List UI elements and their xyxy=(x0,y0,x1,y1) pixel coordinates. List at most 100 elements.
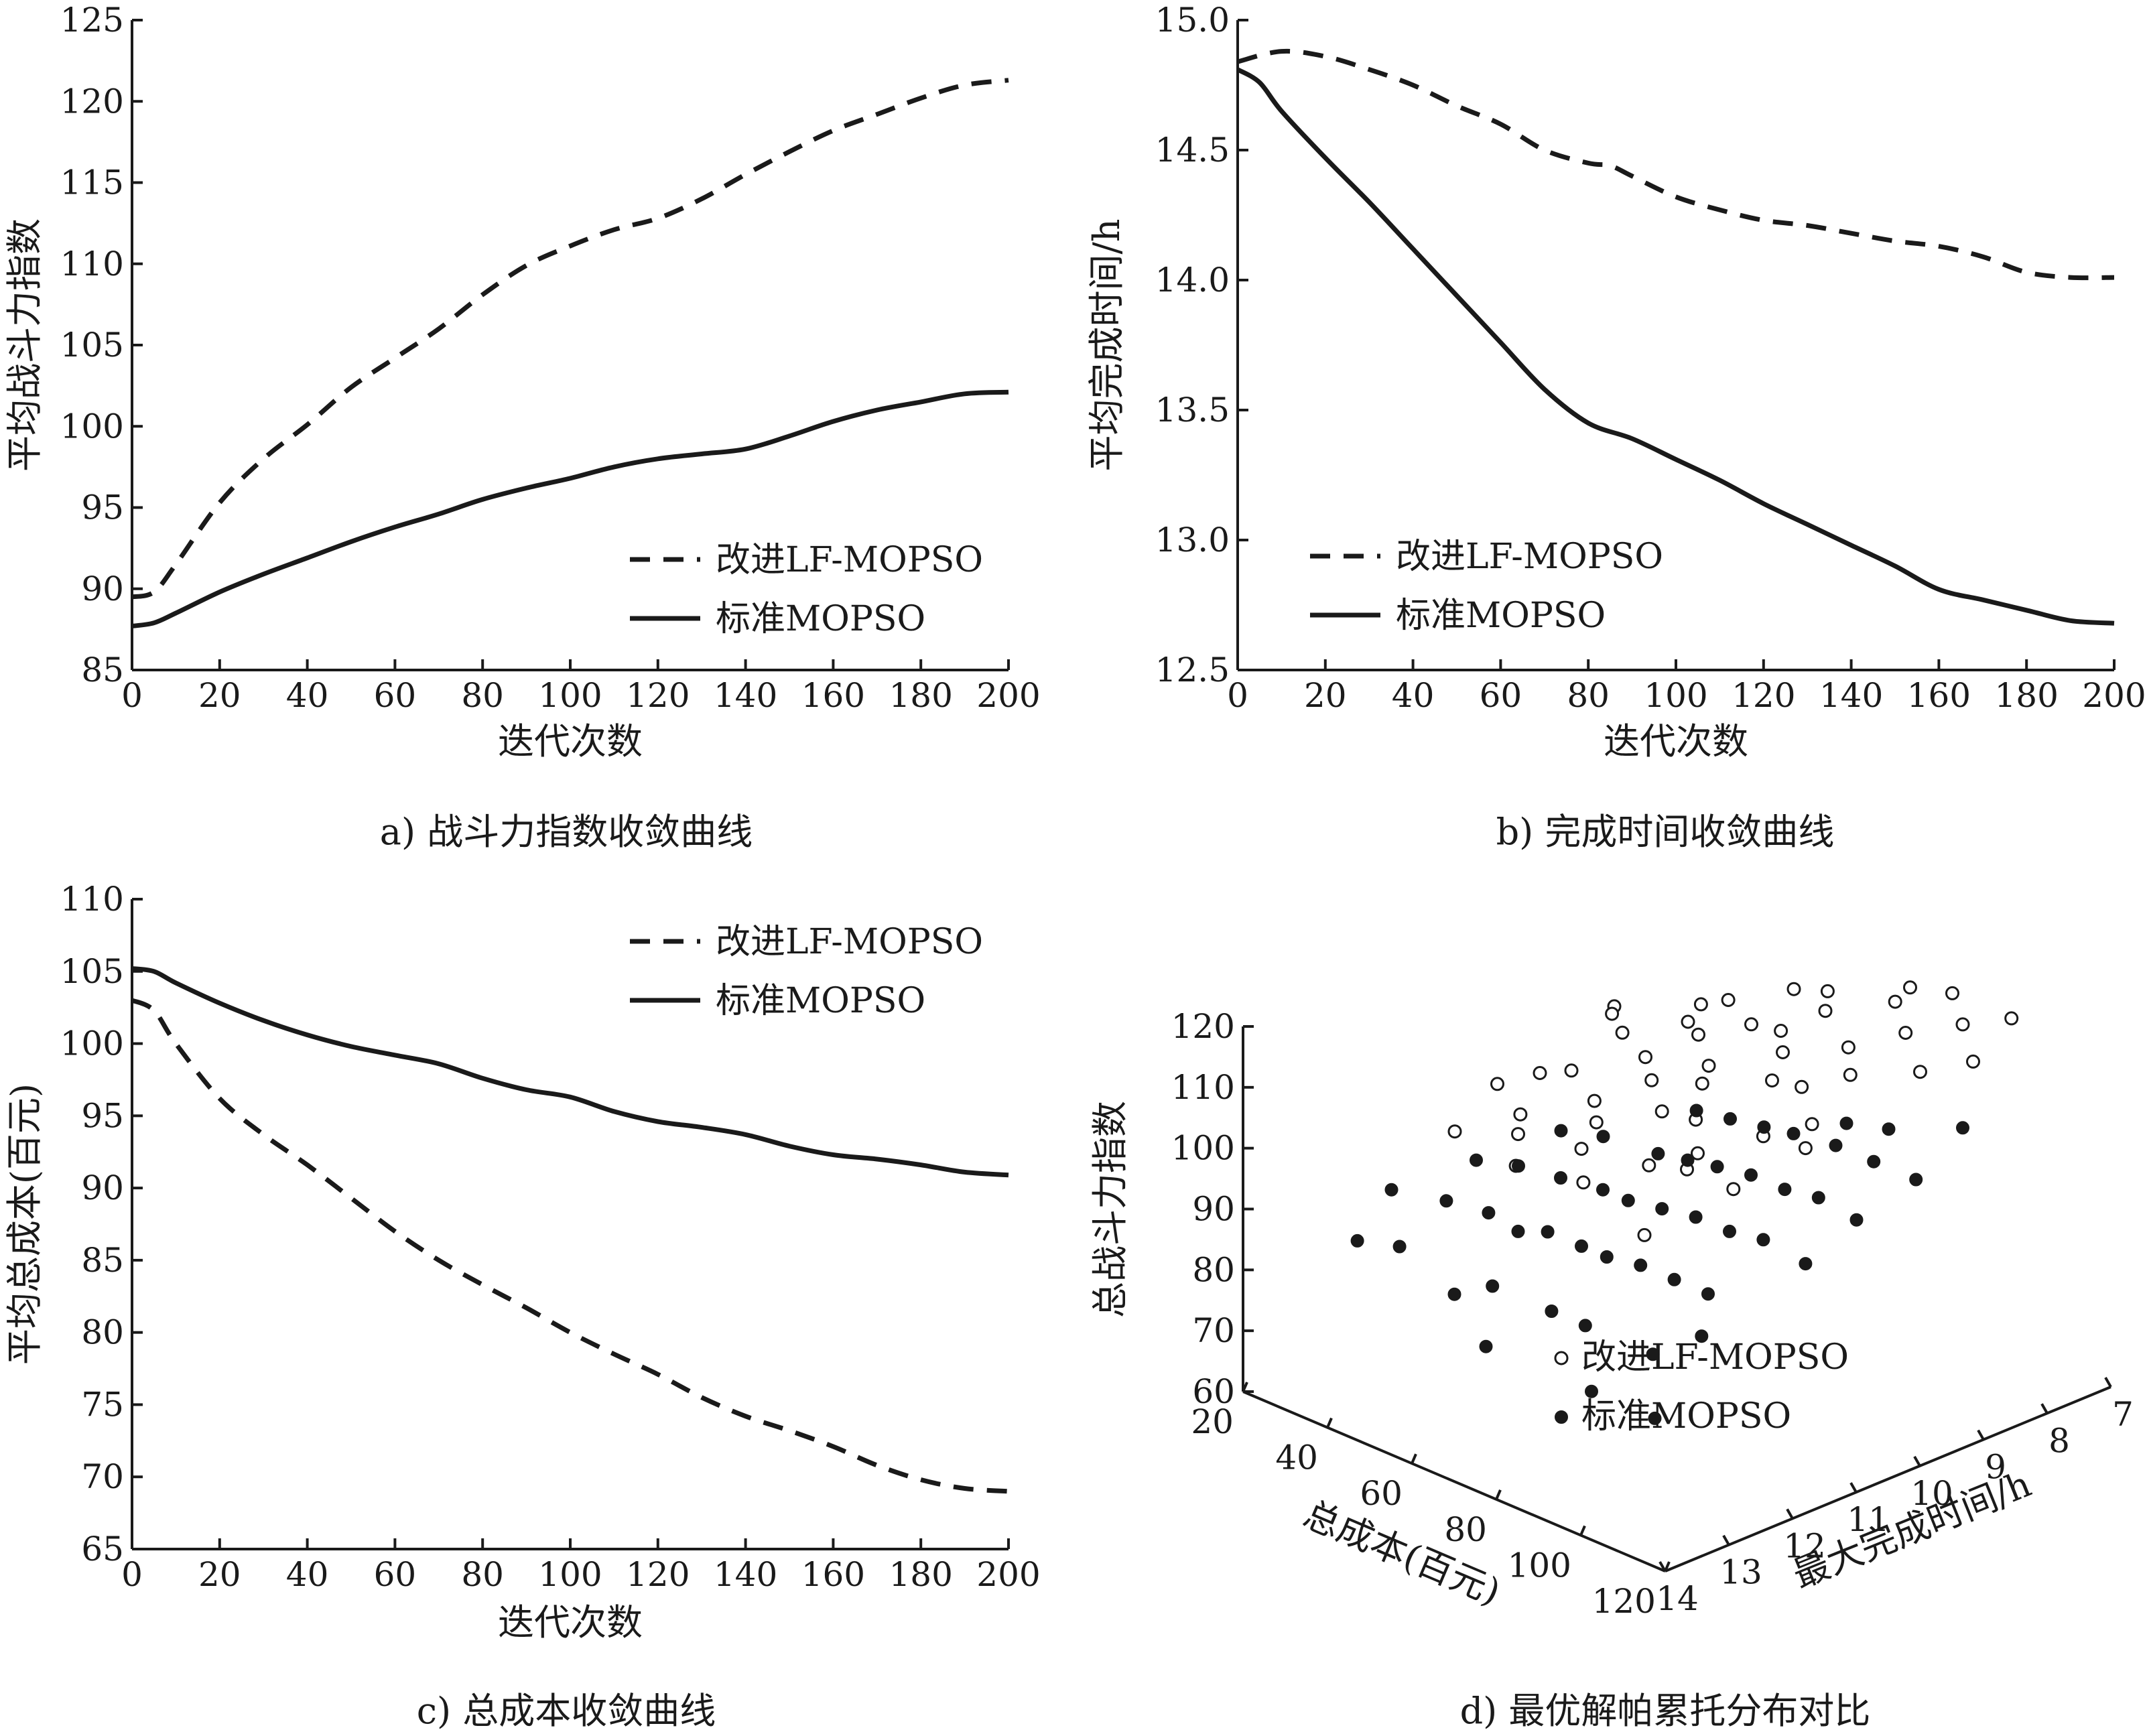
scatter-point-open xyxy=(1642,1158,1656,1173)
scatter-point-open xyxy=(1447,1124,1462,1139)
caption-a: a) 战斗力指数收敛曲线 xyxy=(380,811,753,853)
scatter-point-open xyxy=(1903,980,1917,995)
legend-label: 标准MOPSO xyxy=(716,599,925,639)
power-axis-label: 总战斗力指数 xyxy=(1089,1101,1131,1318)
scatter-point-filled xyxy=(1695,1329,1709,1343)
scatter-point-open xyxy=(1888,994,1902,1009)
x-tick-label: 20 xyxy=(198,676,241,715)
y-tick-label: 75 xyxy=(81,1385,124,1424)
time-tick-mark xyxy=(1722,1534,1730,1546)
scatter-point-filled xyxy=(1723,1224,1736,1238)
legend-marker-open-circle xyxy=(1554,1351,1569,1365)
scatter-point-open xyxy=(1637,1227,1652,1242)
scatter-point-filled xyxy=(1578,1319,1592,1333)
scatter-point-open xyxy=(1898,1026,1913,1040)
scatter-point-filled xyxy=(1867,1154,1881,1169)
x-tick-label: 120 xyxy=(626,1555,690,1594)
time-tick-mark xyxy=(1849,1482,1858,1493)
scatter-point-open xyxy=(1644,1073,1659,1087)
series-line-dashed xyxy=(131,998,1009,1494)
time-tick-mark xyxy=(2040,1403,2048,1414)
scatter-point-open xyxy=(1805,1117,1819,1132)
series-line-solid xyxy=(1236,67,2115,626)
x-tick-label: 60 xyxy=(374,1555,417,1594)
y-tick-label: 95 xyxy=(81,1096,124,1135)
cost-tick-label: 40 xyxy=(1275,1439,1318,1477)
y-tick-label: 14.0 xyxy=(1155,261,1230,299)
scatter-point-open xyxy=(1774,1024,1788,1038)
scatter-point-filled xyxy=(1554,1124,1568,1138)
legend-label: 改进LF-MOPSO xyxy=(716,922,983,962)
x-tick-label: 100 xyxy=(538,1555,602,1594)
x-tick-label: 0 xyxy=(121,676,143,715)
legend-label: 改进LF-MOPSO xyxy=(1581,1337,1849,1378)
scatter-point-filled xyxy=(1710,1160,1724,1174)
scatter-point-open xyxy=(1798,1141,1813,1156)
cost-tick-label: 100 xyxy=(1508,1546,1571,1585)
x-tick-label: 0 xyxy=(121,1555,143,1594)
scatter-point-open xyxy=(1744,1017,1758,1032)
scatter-point-filled xyxy=(1482,1206,1496,1220)
scatter-point-filled xyxy=(1439,1194,1453,1208)
scatter-point-filled xyxy=(1849,1213,1864,1227)
x-tick-label: 140 xyxy=(714,676,777,715)
scatter-point-open xyxy=(1693,997,1708,1012)
panel-a-chart: 0 20 40 60 80 100 120 140 160 180 200 85 90 95 100 105 1… xyxy=(3,1,1041,762)
scatter-point-filled xyxy=(1757,1120,1771,1134)
scatter-point-open xyxy=(1587,1093,1602,1108)
y-tick-label: 80 xyxy=(81,1313,124,1352)
caption-c: c) 总成本收敛曲线 xyxy=(417,1690,716,1732)
scatter-point-filled xyxy=(1744,1168,1758,1182)
scatter-point-filled xyxy=(1829,1138,1843,1152)
scatter-point-filled xyxy=(1689,1210,1703,1224)
x-tick-label: 20 xyxy=(198,1555,241,1594)
x-tick-label: 200 xyxy=(2082,676,2146,715)
scatter-point-open xyxy=(1841,1040,1856,1055)
y-tick-label: 90 xyxy=(81,1169,124,1207)
power-tick-label: 120 xyxy=(1171,1007,1235,1046)
x-tick-label: 40 xyxy=(286,1555,329,1594)
x-tick-label: 140 xyxy=(1819,676,1883,715)
series-line-solid xyxy=(131,966,1009,1178)
x-tick-label: 60 xyxy=(1480,676,1522,715)
power-tick-label: 100 xyxy=(1171,1129,1235,1168)
scatter-point-open xyxy=(1638,1050,1652,1065)
scatter-point-filled xyxy=(1723,1112,1737,1126)
scatter-point-open xyxy=(1691,1146,1705,1160)
series-line-dashed xyxy=(131,78,1009,600)
x-axis-label: 迭代次数 xyxy=(1604,720,1748,762)
scatter-point-filled xyxy=(1689,1104,1703,1118)
scatter-point-filled xyxy=(1681,1153,1695,1167)
y-tick-label: 115 xyxy=(60,163,124,202)
scatter-point-filled xyxy=(1778,1183,1792,1197)
cost-tick-mark xyxy=(1411,1453,1417,1464)
scatter-point-filled xyxy=(1882,1122,1896,1136)
scatter-point-filled xyxy=(1646,1347,1660,1361)
scatter-point-open xyxy=(1654,1104,1669,1119)
y-tick-label: 12.5 xyxy=(1155,651,1230,689)
power-tick-label: 60 xyxy=(1192,1372,1235,1411)
y-tick-label: 105 xyxy=(60,326,124,364)
x-tick-label: 180 xyxy=(889,676,952,715)
scatter-point-filled xyxy=(1621,1193,1635,1207)
scatter-point-filled xyxy=(1596,1130,1610,1144)
cost-tick-label: 60 xyxy=(1360,1474,1403,1513)
scatter-point-open xyxy=(1820,984,1835,998)
y-tick-label: 85 xyxy=(81,1241,124,1280)
time-tick-label: 12 xyxy=(1783,1526,1826,1565)
x-tick-label: 160 xyxy=(1907,676,1971,715)
scatter-point-filled xyxy=(1701,1287,1715,1301)
scatter-point-open xyxy=(1955,1017,1970,1032)
cost-tick-label: 20 xyxy=(1191,1402,1234,1441)
time-tick-mark xyxy=(1658,1561,1667,1572)
y-tick-label: 125 xyxy=(60,1,124,40)
scatter-point-open xyxy=(1691,1027,1705,1042)
scatter-point-filled xyxy=(1648,1411,1662,1425)
y-tick-label: 120 xyxy=(60,82,124,121)
scatter-point-open xyxy=(1818,1004,1833,1018)
caption-b: b) 完成时间收敛曲线 xyxy=(1496,811,1835,853)
scatter-point-filled xyxy=(1909,1173,1923,1187)
x-tick-label: 160 xyxy=(801,1555,865,1594)
